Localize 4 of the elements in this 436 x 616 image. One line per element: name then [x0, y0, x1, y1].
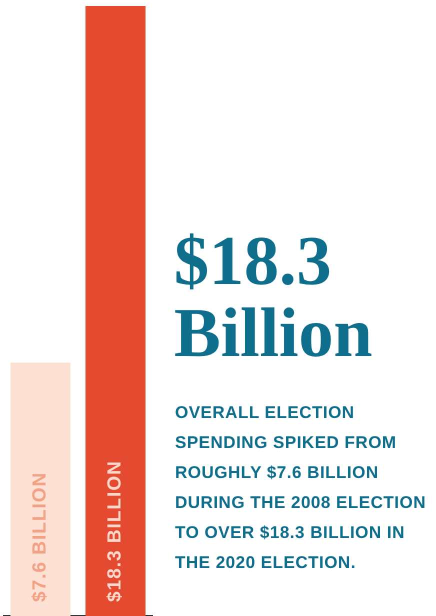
text: OVERALL ELECTION SPENDING SPIKED FROM ROUGHLY $7.6 BILLION DURING THE 2008 ELECTION TO OVER $18.3 BILLION IN THE 2020 ELECTION.: [175, 402, 427, 574]
data-label: $18.3 BILLION: [104, 460, 126, 602]
data-label: $7.6 BILLION: [30, 472, 51, 602]
text: $18.3 Billion: [174, 223, 374, 372]
